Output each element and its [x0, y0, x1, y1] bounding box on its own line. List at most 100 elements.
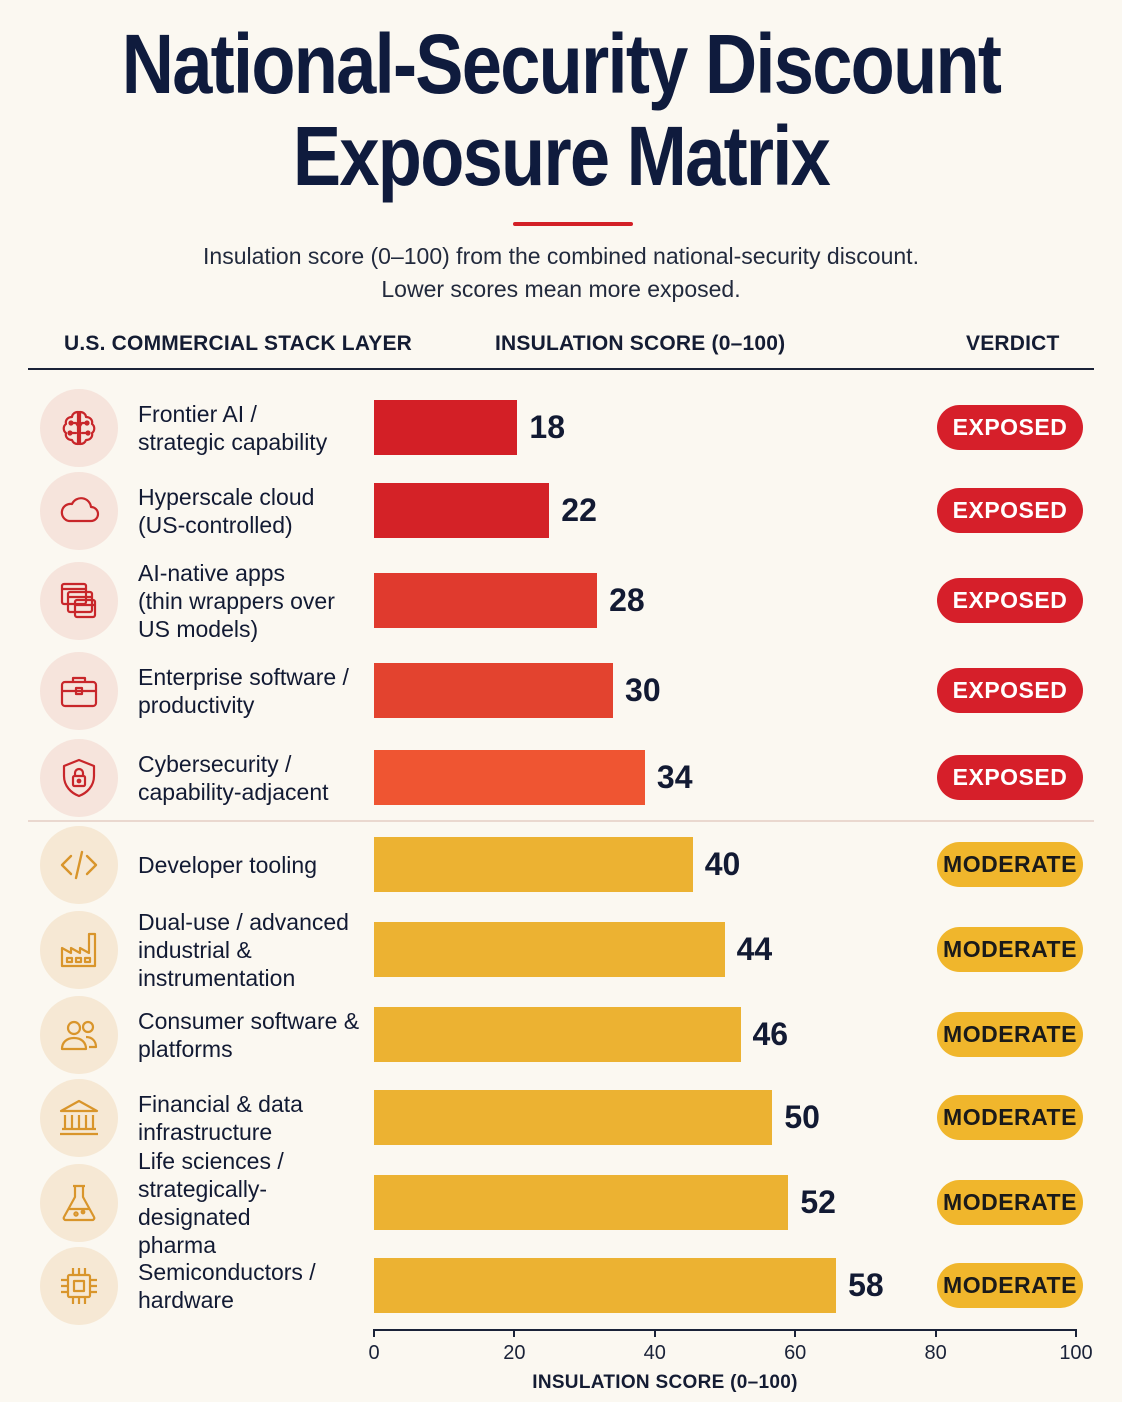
row-label-line: Dual-use / advanced — [138, 909, 349, 935]
header-rule — [28, 368, 1094, 370]
subtitle: Insulation score (0–100) from the combin… — [0, 240, 1122, 306]
row-label-line: infrastructure — [138, 1119, 273, 1145]
x-axis-line — [374, 1329, 1076, 1331]
flask-icon — [62, 1184, 96, 1222]
bar-value-label: 34 — [656, 759, 693, 795]
verdict-badge: MODERATE — [937, 1263, 1083, 1308]
row-icon-badge — [40, 472, 118, 550]
row-label-line: pharma — [138, 1232, 216, 1258]
x-tick-mark — [653, 1329, 656, 1337]
bar-value-label: 40 — [704, 846, 741, 882]
cloud-icon — [60, 497, 100, 523]
row-label: Consumer software & platforms — [138, 991, 368, 1079]
bar — [374, 837, 693, 892]
x-tick-label: 0 — [368, 1342, 380, 1364]
row-label-line: US models) — [138, 616, 259, 642]
row-label-line: Semiconductors / — [138, 1259, 316, 1285]
bar — [374, 750, 645, 805]
header-verdict: VERDICT — [966, 332, 1060, 355]
x-tick-label: 60 — [784, 1342, 807, 1364]
row-label-line: instrumentation — [138, 965, 296, 991]
row-label: Frontier AI / strategic capability — [138, 384, 368, 472]
verdict-badge: MODERATE — [937, 1095, 1083, 1140]
bar — [374, 1258, 837, 1313]
x-tick-mark — [934, 1329, 937, 1337]
factory-icon — [60, 932, 97, 968]
row-icon-badge — [40, 739, 118, 817]
row-label-line: Enterprise software / — [138, 664, 349, 690]
row-label-line: AI-native apps — [138, 560, 286, 586]
row-icon-badge — [40, 562, 118, 640]
bar — [374, 922, 725, 977]
row-label: Financial & data infrastructure — [138, 1074, 368, 1162]
x-tick-label: 80 — [924, 1342, 947, 1364]
row-label-line: strategically-designated — [138, 1176, 268, 1230]
bar-value-label: 18 — [529, 409, 565, 445]
row-label-line: Frontier AI / — [138, 401, 257, 427]
bar-value-label: 52 — [800, 1184, 836, 1220]
row-label: Hyperscale cloud (US-controlled) — [138, 467, 368, 555]
row-label: Dual-use / advanced industrial & instrumen… — [138, 906, 368, 994]
header-layer: U.S. COMMERCIAL STACK LAYER — [64, 332, 413, 355]
x-axis-label: INSULATION SCORE (0–100) — [532, 1372, 798, 1393]
row-icon-badge — [40, 652, 118, 730]
verdict-badge: MODERATE — [937, 927, 1083, 972]
row-label: Life sciences / strategically-designated p… — [138, 1148, 368, 1258]
row-icon-badge — [40, 1079, 118, 1157]
row-icon-badge — [40, 911, 118, 989]
app-windows-icon — [60, 582, 97, 619]
subtitle-line-2: Lower scores mean more exposed. — [381, 276, 741, 302]
title-line-2: Exposure Matrix — [292, 109, 831, 203]
briefcase-icon — [60, 676, 98, 708]
bank-icon — [59, 1099, 99, 1136]
verdict-badge: EXPOSED — [937, 578, 1083, 623]
code-icon — [60, 850, 98, 880]
x-tick-mark — [1075, 1329, 1077, 1337]
brain-icon — [62, 410, 96, 446]
bar — [374, 1007, 741, 1062]
row-icon-badge — [40, 389, 118, 467]
verdict-badge: EXPOSED — [937, 488, 1083, 533]
bar-value-label: 58 — [848, 1267, 884, 1303]
row-icon-badge — [40, 996, 118, 1074]
row-label-line: Life sciences / — [138, 1148, 284, 1174]
group-separator — [28, 820, 1094, 822]
chip-icon — [61, 1268, 97, 1304]
verdict-badge: EXPOSED — [937, 405, 1083, 450]
row-label-line: Developer tooling — [138, 852, 318, 878]
verdict-badge: MODERATE — [937, 1180, 1083, 1225]
bar-value-label: 46 — [752, 1016, 789, 1052]
bar — [374, 400, 518, 455]
row-label-line: Consumer software & — [138, 1008, 360, 1034]
row-label-line: (thin wrappers over — [138, 588, 335, 614]
users-icon — [60, 1020, 98, 1051]
bar — [374, 573, 598, 628]
row-label-line: Financial & data — [138, 1091, 303, 1117]
page-title: National-Security Discount Exposure Matr… — [79, 18, 1044, 202]
verdict-badge: EXPOSED — [937, 668, 1083, 713]
x-tick-mark — [794, 1329, 797, 1337]
row-label-line: productivity — [138, 692, 255, 718]
bar-value-label: 22 — [561, 492, 597, 528]
x-tick-label: 20 — [503, 1342, 526, 1364]
row-icon-badge — [40, 1247, 118, 1325]
bar — [374, 663, 614, 718]
row-label: Semiconductors / hardware — [138, 1242, 368, 1330]
x-tick-label: 100 — [1059, 1342, 1093, 1364]
title-underline — [513, 222, 633, 226]
x-tick-mark — [373, 1329, 375, 1337]
row-label-line: industrial & — [138, 937, 252, 963]
verdict-badge: MODERATE — [937, 1012, 1083, 1057]
header-score: INSULATION SCORE (0–100) — [495, 332, 786, 355]
row-label-line: platforms — [138, 1036, 233, 1062]
verdict-badge: MODERATE — [937, 842, 1083, 887]
verdict-badge: EXPOSED — [937, 755, 1083, 800]
bar-value-label: 44 — [736, 931, 773, 967]
shield-lock-icon — [62, 758, 96, 798]
row-label: Cybersecurity / capability-adjacent — [138, 734, 368, 822]
row-label-line: Cybersecurity / — [138, 751, 292, 777]
row-label: AI-native apps (thin wrappers over US mode… — [138, 557, 368, 645]
bar-value-label: 30 — [625, 672, 661, 708]
x-tick-mark — [513, 1329, 516, 1337]
row-label-line: hardware — [138, 1287, 234, 1313]
